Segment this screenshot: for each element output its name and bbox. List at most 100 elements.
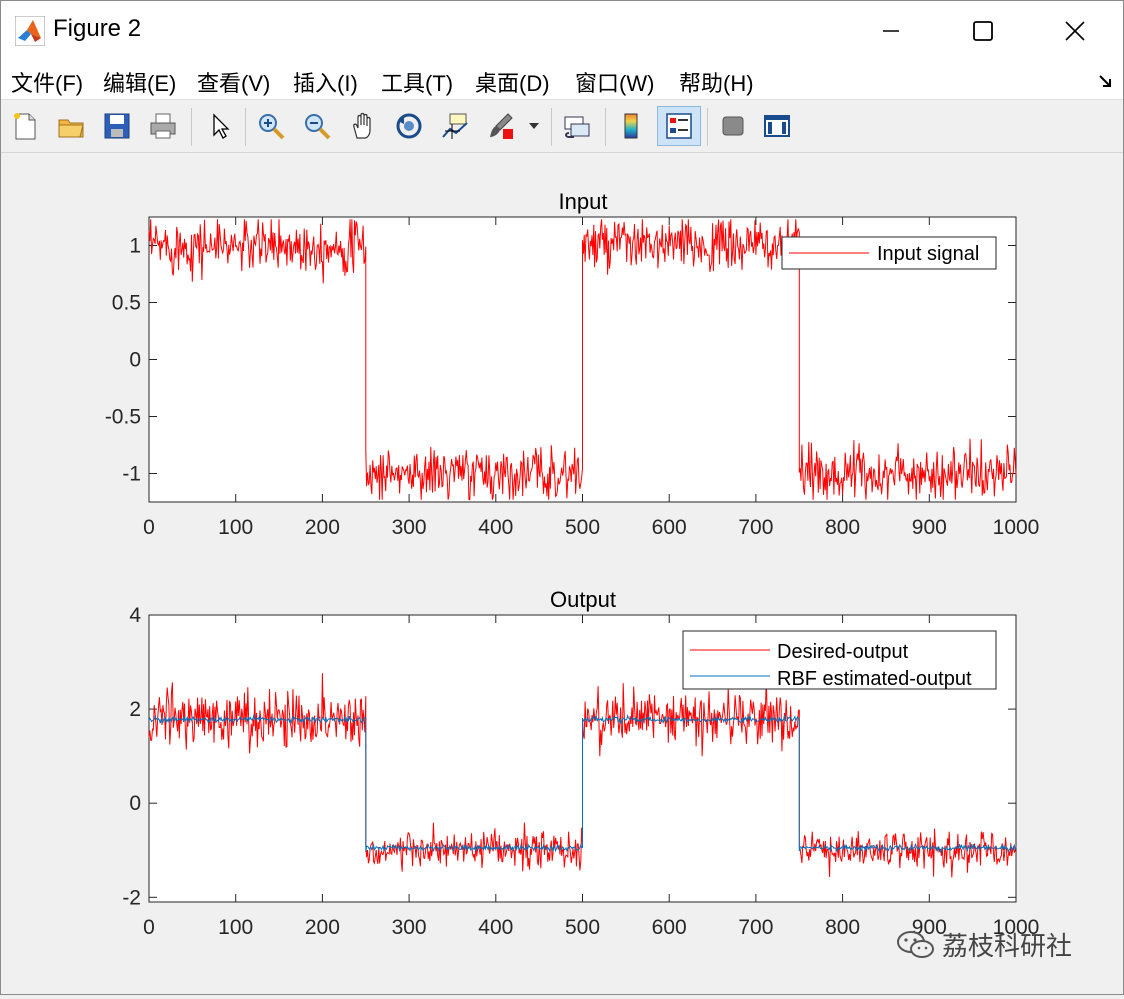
menu-window[interactable]: 窗口(W) — [575, 71, 655, 96]
zoom-out-icon — [305, 114, 331, 140]
link-plot-button[interactable] — [559, 108, 595, 144]
window-title: Figure 2 — [53, 15, 142, 42]
zoom-in-icon — [259, 114, 285, 140]
series-line-output-1[interactable] — [148, 713, 1017, 854]
figure-canvas: Input 0 100 200 300 400 500 600 700 800 900 1000 1 0… — [1, 152, 1123, 994]
pan-hand-icon — [353, 112, 371, 139]
save-icon — [104, 113, 130, 139]
legend-input-label: Input signal — [877, 243, 979, 265]
hide-plot-tools-button[interactable] — [715, 108, 751, 144]
x-tick-label: 200 — [305, 916, 340, 939]
title-bar[interactable]: Figure 2 — [1, 1, 1123, 61]
zoom-in-button[interactable] — [253, 108, 289, 144]
axes-input[interactable]: Input 0 100 200 300 400 500 600 700 800 900 1000 1 0… — [105, 189, 1040, 539]
x-tick-label: 600 — [652, 516, 687, 539]
x-tick-label: 800 — [825, 916, 860, 939]
toolbar-separator — [191, 108, 192, 146]
watermark-text: 荔枝科研社 — [942, 931, 1073, 961]
brush-button[interactable] — [483, 108, 519, 144]
menu-help[interactable]: 帮助(H) — [679, 71, 754, 96]
menu-tools[interactable]: 工具(T) — [381, 71, 454, 96]
colorbar-icon — [624, 113, 638, 139]
x-tick-label: 500 — [565, 516, 600, 539]
zoom-out-button[interactable] — [299, 108, 335, 144]
x-tick-label: 800 — [825, 516, 860, 539]
axes-output-title: Output — [550, 587, 616, 612]
new-file-icon — [14, 113, 36, 140]
brush-dropdown-button[interactable] — [525, 108, 543, 144]
rotate-3d-icon — [396, 113, 422, 139]
link-plot-icon — [564, 116, 590, 138]
y-tick-label: 0 — [129, 349, 141, 372]
rotate-button[interactable] — [391, 108, 427, 144]
insert-legend-button[interactable] — [657, 106, 701, 146]
legend-input[interactable]: Input signal — [781, 236, 997, 270]
minimize-icon — [883, 30, 899, 32]
menu-insert[interactable]: 插入(I) — [293, 71, 358, 96]
matlab-logo-icon — [15, 16, 45, 46]
x-tick-label: 0 — [143, 916, 155, 939]
x-tick-label: 700 — [738, 916, 773, 939]
plots-svg: Input 0 100 200 300 400 500 600 700 800 900 100010… — [105, 189, 1040, 939]
x-tick-label: 300 — [392, 916, 427, 939]
toolbar-separator — [551, 108, 552, 146]
x-tick-label: 0 — [143, 516, 155, 539]
y-tick-label: 2 — [129, 698, 141, 721]
edit-plot-button[interactable] — [201, 108, 237, 144]
y-tick-label: -2 — [122, 886, 141, 909]
open-file-button[interactable] — [53, 108, 89, 144]
y-tick-label: -0.5 — [105, 406, 141, 429]
legend-desired-label: Desired-output — [777, 641, 909, 663]
minimize-button[interactable] — [867, 9, 915, 53]
x-tick-label: 900 — [912, 516, 947, 539]
maximize-button[interactable] — [959, 9, 1007, 53]
x-tick-label: 200 — [305, 516, 340, 539]
legend-rbf-label: RBF estimated-output — [777, 668, 972, 690]
new-figure-button[interactable] — [7, 108, 43, 144]
data-cursor-icon — [442, 113, 468, 139]
maximize-icon — [973, 21, 993, 41]
close-button[interactable] — [1051, 9, 1099, 53]
axes-output[interactable]: Output 0 100 200 300 400 500 600 700 800 900 1000 4… — [122, 587, 1039, 939]
x-tick-label: 500 — [565, 916, 600, 939]
y-tick-label: 4 — [129, 604, 141, 627]
menu-view[interactable]: 查看(V) — [197, 71, 271, 96]
insert-colorbar-button[interactable] — [613, 108, 649, 144]
x-tick-label: 1000 — [993, 516, 1040, 539]
brush-icon — [490, 113, 513, 139]
x-tick-label: 300 — [392, 516, 427, 539]
print-icon — [150, 113, 176, 139]
menu-file[interactable]: 文件(F) — [11, 71, 84, 96]
toolbar — [1, 99, 1123, 153]
x-tick-label: 1000 — [993, 916, 1040, 939]
menu-edit[interactable]: 编辑(E) — [103, 71, 177, 96]
y-tick-label: 1 — [129, 235, 141, 258]
close-icon — [1065, 21, 1085, 41]
toolbar-separator — [245, 108, 246, 146]
save-button[interactable] — [99, 108, 135, 144]
x-tick-label: 400 — [478, 916, 513, 939]
brush-dropdown-icon — [529, 123, 539, 129]
legend-output-box — [682, 630, 997, 690]
y-tick-label: -1 — [122, 463, 141, 486]
pointer-icon — [213, 113, 230, 139]
pan-button[interactable] — [345, 108, 381, 144]
wechat-icon — [897, 930, 934, 958]
dock-arrow-icon[interactable] — [1097, 73, 1113, 89]
axes-input-title: Input — [559, 189, 608, 214]
series-line-input-0[interactable] — [148, 219, 1017, 501]
show-plot-tools-button[interactable] — [759, 108, 795, 144]
legend-output[interactable]: Desired-output RBF estimated-output — [682, 630, 997, 690]
x-tick-label: 900 — [912, 916, 947, 939]
menu-desktop[interactable]: 桌面(D) — [475, 71, 550, 96]
legend-icon — [666, 113, 692, 139]
y-tick-label: 0 — [129, 792, 141, 815]
x-tick-label: 100 — [218, 916, 253, 939]
menu-bar: 文件(F) 编辑(E) 查看(V) 插入(I) 工具(T) 桌面(D) 窗口(W… — [1, 61, 1123, 99]
data-cursor-button[interactable] — [437, 108, 473, 144]
toolbar-separator — [707, 108, 708, 146]
print-button[interactable] — [145, 108, 181, 144]
y-tick-label: 0.5 — [112, 292, 141, 315]
x-tick-label: 600 — [652, 916, 687, 939]
